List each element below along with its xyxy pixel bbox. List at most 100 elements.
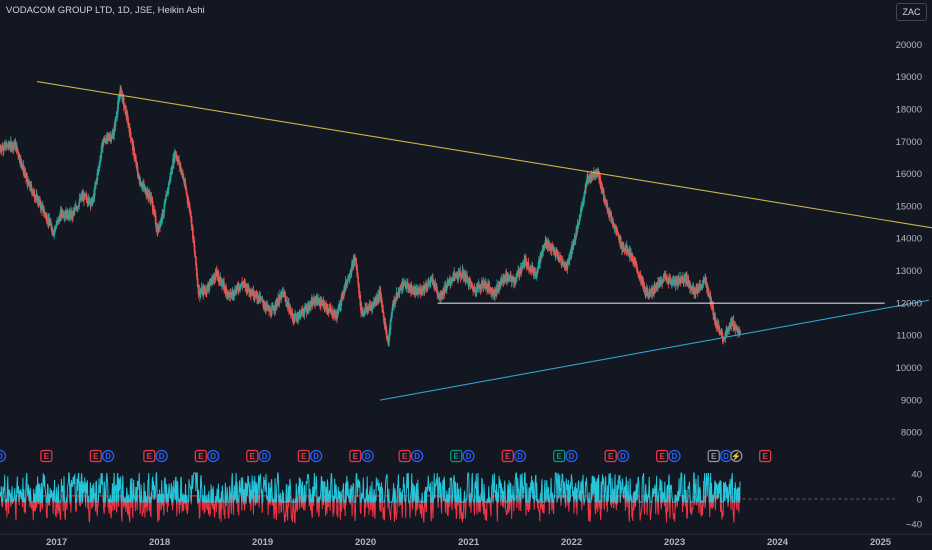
- candle-body: [124, 104, 126, 106]
- earnings-marker[interactable]: [194, 449, 207, 463]
- candle-body: [269, 310, 272, 316]
- candle-body: [359, 295, 362, 306]
- candle-body: [293, 316, 295, 319]
- candle-body: [352, 259, 355, 268]
- candle-body: [365, 308, 368, 310]
- candle-body: [245, 284, 247, 287]
- earnings-marker[interactable]: [759, 449, 772, 463]
- time-axis[interactable]: 2017 2018 2019 2020 2021 2022 2023 2024 2025: [0, 533, 932, 548]
- candle-body: [17, 151, 19, 156]
- earnings-marker[interactable]: [349, 449, 362, 463]
- candle-body: [135, 158, 137, 161]
- candle-body: [669, 278, 671, 281]
- earnings-marker[interactable]: [246, 449, 259, 463]
- candle-body: [705, 277, 707, 285]
- candle-body: [450, 282, 452, 283]
- currency-button[interactable]: ZAC: [896, 3, 927, 21]
- dividend-marker[interactable]: [565, 449, 578, 463]
- candle-body: [291, 313, 294, 319]
- candle-body: [33, 190, 35, 197]
- price-axis[interactable]: 8000 9000 10000 11000 12000 13000 14000 15000 16…: [896, 40, 922, 439]
- candle-body: [539, 255, 542, 263]
- candle-body: [190, 216, 192, 218]
- trendline-lower[interactable]: [379, 299, 930, 401]
- candle-body: [536, 270, 539, 273]
- dividend-marker[interactable]: [513, 449, 527, 463]
- dividend-marker[interactable]: [0, 449, 7, 463]
- earnings-marker-label: E: [250, 452, 256, 461]
- candle-body: [535, 274, 538, 276]
- dividend-marker[interactable]: [258, 449, 271, 463]
- candle-body: [690, 286, 692, 290]
- candle-body: [426, 284, 429, 288]
- earnings-marker[interactable]: [604, 449, 617, 463]
- candle-body: [682, 276, 684, 282]
- dividend-marker[interactable]: [207, 449, 220, 463]
- candle-body: [327, 311, 330, 313]
- candle-body: [203, 289, 205, 291]
- candle-body: [99, 160, 101, 166]
- candles-layer: [0, 85, 741, 347]
- trendlines-layer[interactable]: [36, 80, 932, 401]
- candle-body: [440, 296, 443, 298]
- candle-body: [99, 155, 102, 162]
- candle-body: [161, 218, 163, 220]
- candle-body: [103, 140, 106, 142]
- candle-body: [484, 283, 486, 288]
- earnings-marker[interactable]: [450, 449, 463, 463]
- candle-body: [147, 195, 150, 197]
- candle-body: [122, 97, 125, 106]
- candle-body: [383, 316, 385, 321]
- candle-body: [522, 262, 524, 267]
- events-layer[interactable]: DEEDEDEDEDEDEDEDEDEDEDEDEDED⚡E: [0, 449, 772, 463]
- candle-body: [280, 291, 283, 299]
- dividend-marker[interactable]: [155, 449, 168, 463]
- candle-body: [154, 215, 157, 225]
- candle-body: [578, 215, 581, 222]
- candle-body: [641, 280, 644, 286]
- dividend-marker[interactable]: [361, 449, 374, 463]
- dividend-marker[interactable]: [668, 449, 681, 463]
- candle-body: [440, 295, 442, 299]
- candle-body: [321, 302, 324, 304]
- dividend-marker[interactable]: [102, 449, 115, 463]
- candle-body: [565, 264, 568, 270]
- candle-body: [109, 137, 112, 140]
- dividend-marker[interactable]: [616, 449, 630, 463]
- candle-body: [696, 286, 699, 294]
- candle-body: [16, 146, 19, 151]
- dividend-marker[interactable]: [462, 449, 475, 463]
- candle-body: [316, 299, 319, 304]
- earnings-marker[interactable]: [89, 449, 102, 463]
- candle-body: [191, 224, 193, 227]
- earnings-marker[interactable]: [553, 449, 566, 463]
- candle-body: [525, 258, 528, 266]
- earnings-marker[interactable]: [40, 449, 53, 463]
- candle-body: [394, 299, 396, 302]
- candle-body: [212, 279, 214, 283]
- candle-body: [456, 273, 459, 279]
- split-marker[interactable]: [730, 449, 743, 463]
- candle-body: [617, 233, 620, 235]
- candle-body: [548, 246, 551, 248]
- candle-body: [312, 301, 314, 304]
- earnings-marker[interactable]: [656, 449, 669, 463]
- candle-body: [9, 145, 11, 148]
- candle-body: [583, 197, 585, 202]
- earnings-marker[interactable]: [143, 449, 156, 463]
- candle-body: [69, 212, 72, 217]
- candle-body: [114, 118, 117, 127]
- candle-body: [678, 278, 681, 280]
- earnings-marker[interactable]: [501, 449, 514, 463]
- candle-body: [190, 216, 193, 228]
- candle-body: [196, 268, 198, 276]
- dividend-marker[interactable]: [410, 449, 424, 463]
- earnings-marker[interactable]: [707, 449, 720, 463]
- candle-body: [62, 215, 65, 217]
- candle-body: [307, 306, 310, 311]
- earnings-marker[interactable]: [398, 449, 411, 463]
- earnings-marker[interactable]: [297, 449, 310, 463]
- dividend-marker[interactable]: [310, 449, 323, 463]
- trendline-upper[interactable]: [36, 80, 932, 229]
